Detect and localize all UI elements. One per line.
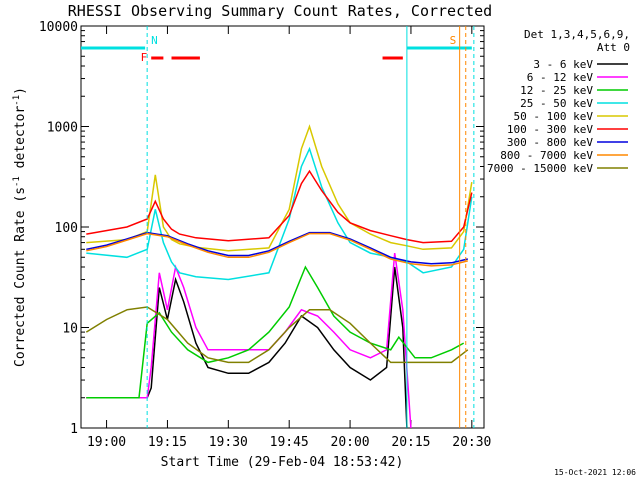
x-tick-label-5: 20:15 — [391, 435, 430, 450]
y-tick-label-4: 10000 — [39, 20, 78, 35]
legend-label-2: 12 - 25 keV — [520, 84, 593, 97]
chart-title: RHESSI Observing Summary Count Rates, Co… — [68, 2, 492, 20]
y-tick-label-1: 10 — [62, 322, 78, 337]
y-axis-label: Corrected Count Rate (s-1 detector-1) — [12, 87, 28, 367]
series-line-7 — [86, 232, 468, 267]
plot-frame — [80, 25, 485, 429]
y-axis-label-main: Corrected Count Rate (s — [13, 187, 28, 367]
series-line-6 — [86, 231, 468, 265]
y-axis-label-sup1: -1 — [12, 176, 22, 187]
marker-label-0: N — [151, 34, 158, 47]
legend-label-6: 300 - 800 keV — [507, 136, 593, 149]
x-tick-label-1: 19:15 — [148, 435, 187, 450]
series-line-0 — [86, 266, 408, 429]
series-lines — [85, 124, 473, 429]
flag-label-2: F — [141, 51, 148, 64]
marker-label-2: S — [450, 34, 457, 47]
y-tick-label-2: 100 — [55, 221, 78, 236]
y-tick-label-3: 1000 — [47, 121, 78, 136]
series-line-4 — [86, 124, 473, 252]
x-tick-label-0: 19:00 — [87, 435, 126, 450]
series-line-8 — [85, 306, 469, 364]
legend-label-5: 100 - 300 keV — [507, 123, 593, 136]
x-axis-label: Start Time (29-Feb-04 18:53:42) — [161, 455, 404, 470]
series-line-3 — [86, 146, 473, 281]
legend-header-line2: Att 0 — [597, 41, 630, 54]
plot-area — [80, 25, 485, 429]
legend-label-8: 7000 - 15000 keV — [487, 162, 593, 175]
x-tick-label-2: 19:30 — [209, 435, 248, 450]
legend-header-line1: Det 1,3,4,5,6,9, — [524, 28, 630, 41]
x-tick-label-4: 20:00 — [331, 435, 370, 450]
x-tick-label-3: 19:45 — [270, 435, 309, 450]
flag-bars: F — [81, 46, 472, 64]
y-axis-label-mid: detector — [13, 106, 28, 177]
y-tick-label-0: 1 — [70, 422, 78, 437]
axis-ticks: 19:00 19:15 19:30 19:45 20:00 20:15 20:30 1 10 10… — [39, 20, 492, 450]
legend-label-4: 50 - 100 keV — [514, 110, 594, 123]
y-axis-label-sup2: -1 — [12, 95, 22, 106]
legend-label-0: 3 - 6 keV — [533, 58, 593, 71]
footer-timestamp: 15-Oct-2021 12:06 — [554, 468, 636, 477]
series-line-5 — [86, 169, 473, 244]
series-line-1 — [86, 252, 412, 429]
x-tick-label-6: 20:30 — [452, 435, 491, 450]
legend-label-7: 800 - 7000 keV — [500, 149, 593, 162]
y-axis-label-end: ) — [13, 87, 28, 95]
legend-label-3: 25 - 50 keV — [520, 97, 593, 110]
legend-label-1: 6 - 12 keV — [527, 71, 594, 84]
